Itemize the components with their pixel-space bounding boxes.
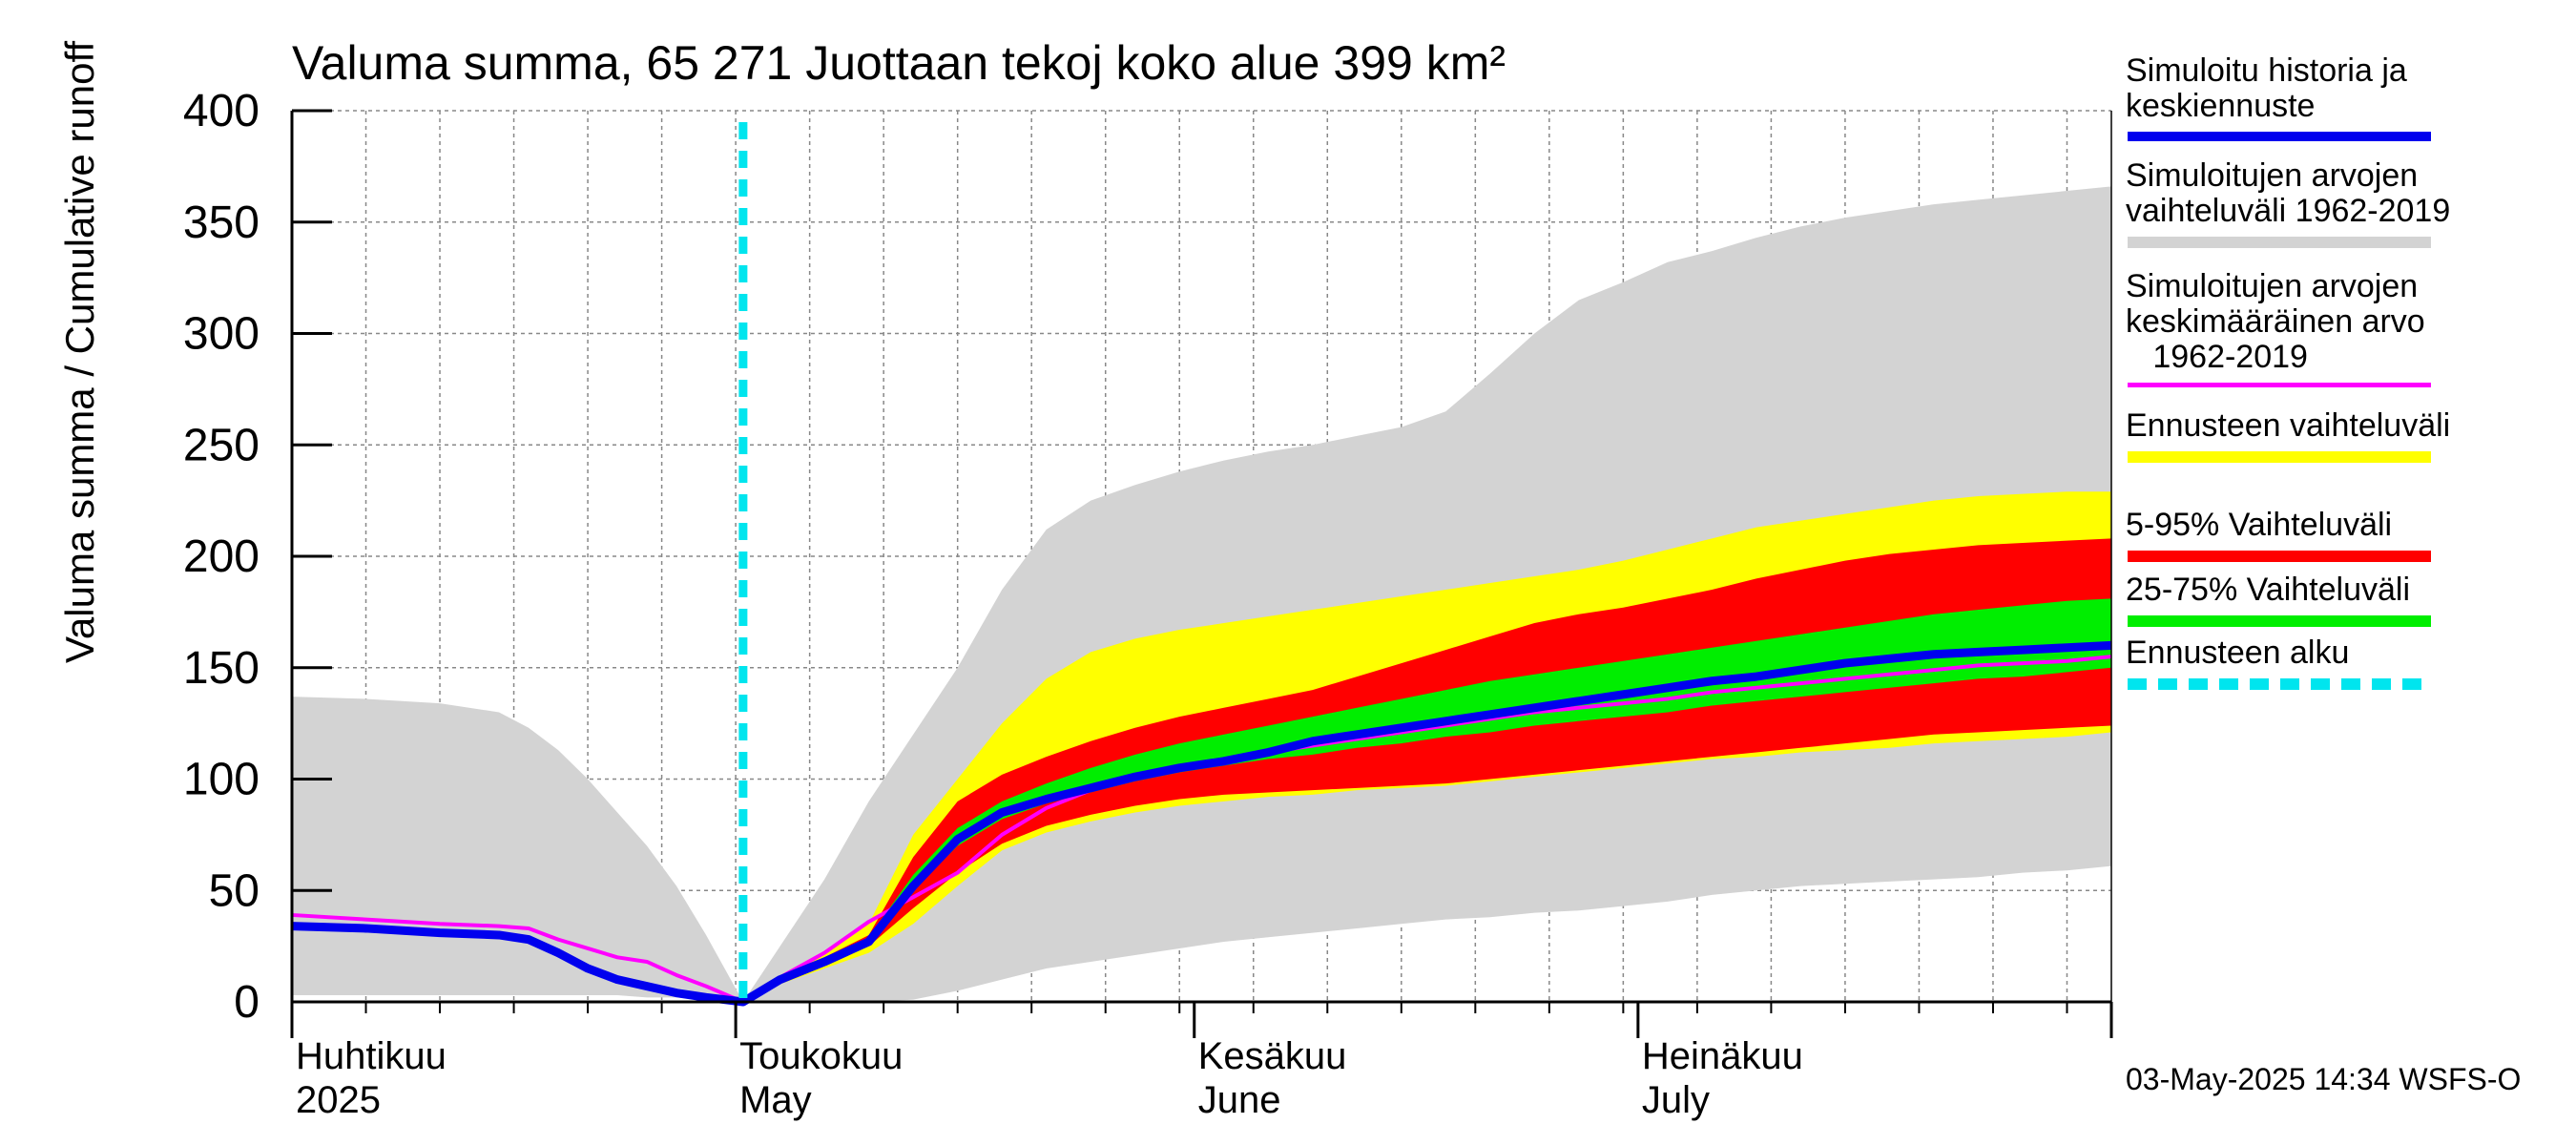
y-tick-label: 0 bbox=[234, 977, 260, 1028]
legend-swatch bbox=[2128, 451, 2431, 463]
month-label-en: May bbox=[739, 1079, 812, 1121]
chart-title: Valuma summa, 65 271 Juottaan tekoj koko… bbox=[292, 36, 1506, 90]
y-tick-label: 250 bbox=[183, 420, 260, 470]
y-axis-label: Valuma summa / Cumulative runoff mm bbox=[57, 0, 102, 663]
month-label-en: 2025 bbox=[296, 1079, 381, 1121]
legend-swatch bbox=[2128, 132, 2431, 141]
legend-label: Simuloitu historia ja keskiennuste bbox=[2126, 52, 2407, 124]
y-tick-label: 100 bbox=[183, 755, 260, 805]
y-tick-label: 400 bbox=[183, 86, 260, 136]
month-label-fi: Huhtikuu bbox=[296, 1035, 447, 1077]
legend-label: Ennusteen alku bbox=[2126, 635, 2350, 671]
legend-swatch bbox=[2128, 551, 2431, 562]
legend-label: Simuloitujen arvojen vaihteluväli 1962-2… bbox=[2126, 157, 2451, 229]
lines bbox=[291, 122, 2112, 1007]
legend-swatch bbox=[2128, 237, 2431, 248]
y-tick-label: 200 bbox=[183, 531, 260, 582]
legend-label: Ennusteen vaihteluväli bbox=[2126, 407, 2451, 444]
p25-75-band bbox=[742, 598, 2111, 1002]
month-label-fi: Toukokuu bbox=[739, 1035, 903, 1077]
legend-label: 25-75% Vaihteluväli bbox=[2126, 572, 2410, 608]
month-label-fi: Kesäkuu bbox=[1198, 1035, 1347, 1077]
legend-swatch bbox=[2128, 615, 2431, 627]
y-tick-label: 150 bbox=[183, 643, 260, 694]
simulated-history-forecast-line bbox=[291, 640, 2112, 1007]
bands bbox=[292, 186, 2111, 1002]
month-label-en: June bbox=[1198, 1079, 1281, 1121]
legend-label: 5-95% Vaihteluväli bbox=[2126, 507, 2393, 543]
y-tick-label: 50 bbox=[209, 865, 260, 916]
month-label-en: July bbox=[1642, 1079, 1710, 1121]
legend-swatch bbox=[2128, 678, 2431, 690]
historical-range-band bbox=[292, 186, 2111, 1002]
legend-label: Simuloitujen arvojen keskimääräinen arvo… bbox=[2126, 268, 2425, 375]
y-tick-label: 300 bbox=[183, 309, 260, 360]
month-label-fi: Heinäkuu bbox=[1642, 1035, 1803, 1077]
timestamp-footer: 03-May-2025 14:34 WSFS-O bbox=[2126, 1062, 2522, 1096]
y-tick-label: 350 bbox=[183, 198, 260, 248]
legend-swatch bbox=[2128, 383, 2431, 387]
